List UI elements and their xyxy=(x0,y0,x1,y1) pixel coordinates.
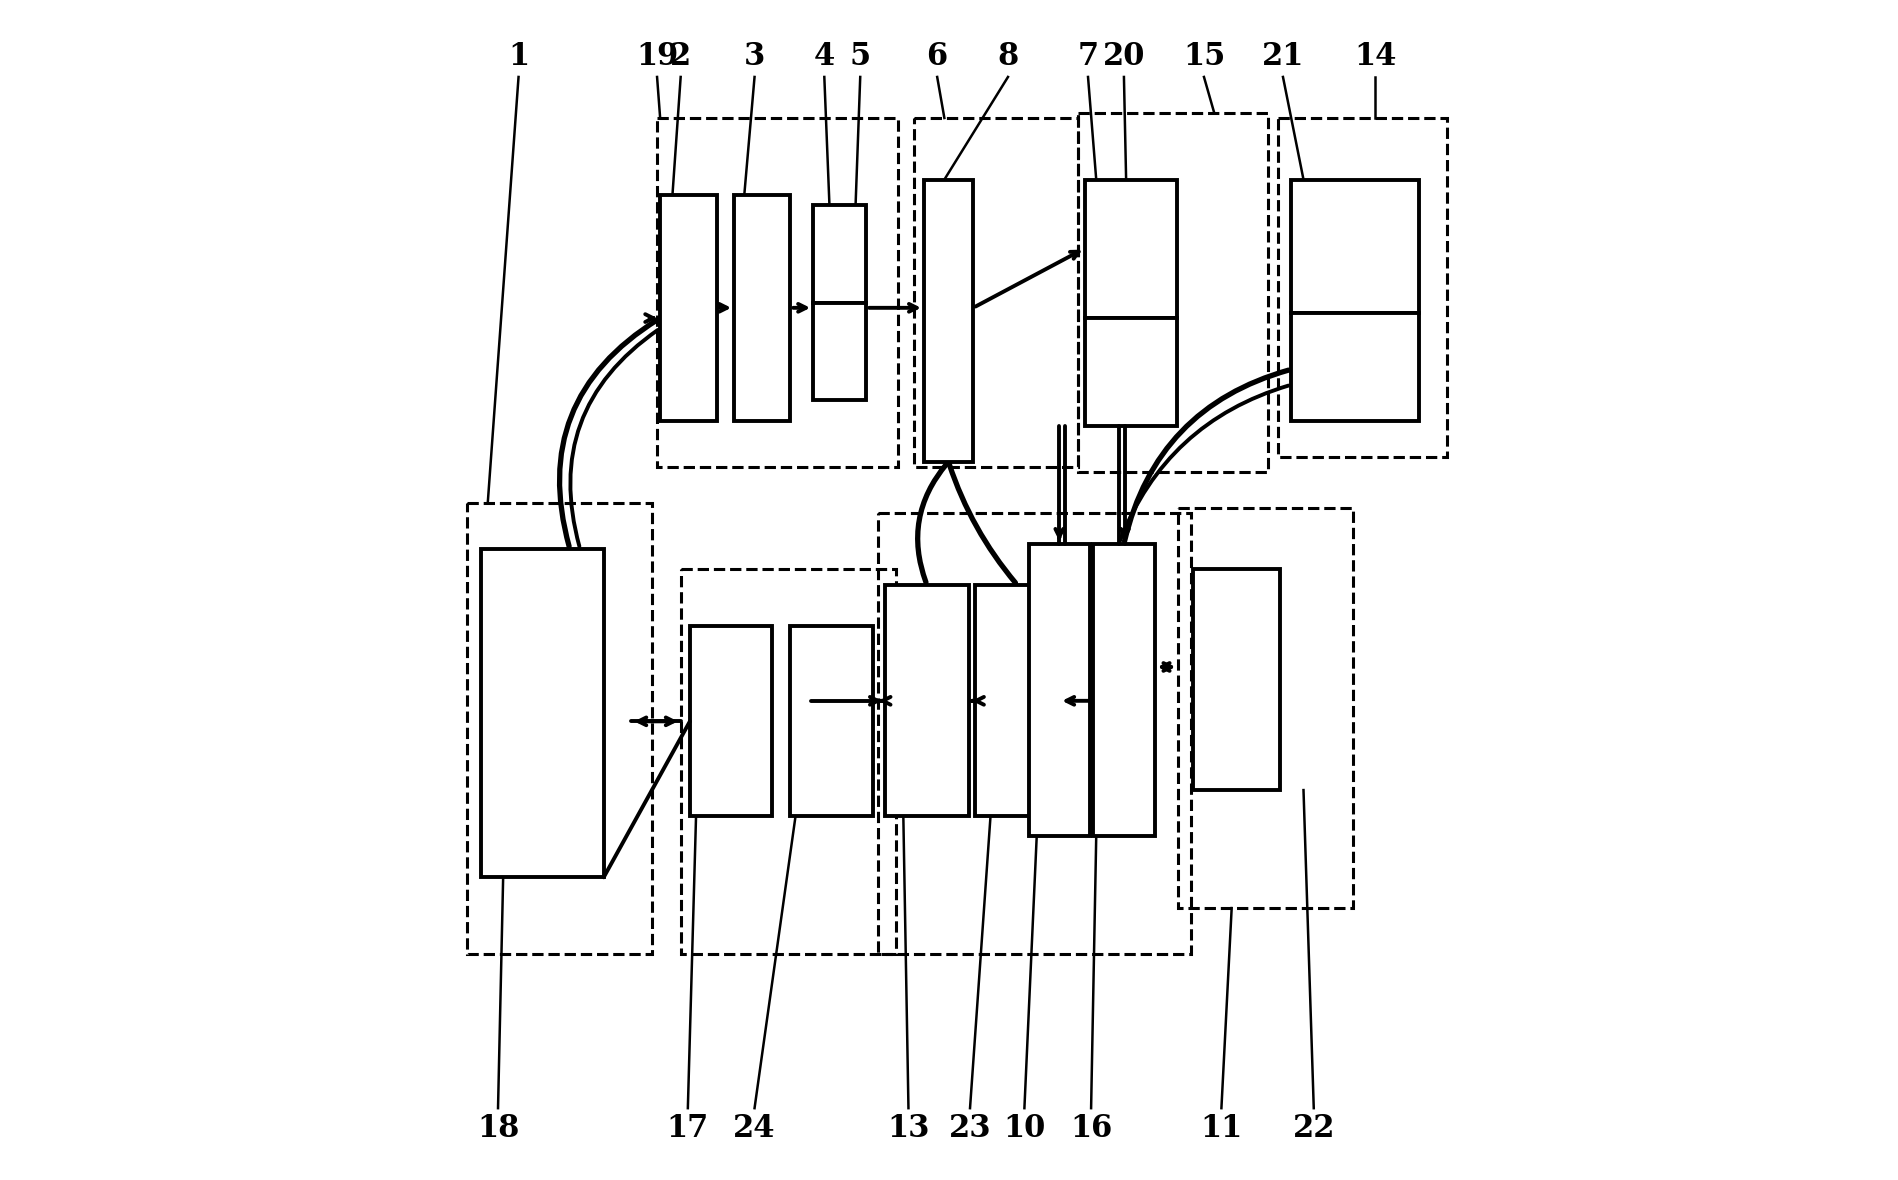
Text: 20: 20 xyxy=(1103,41,1144,72)
Text: 24: 24 xyxy=(733,1113,776,1145)
Bar xyxy=(1177,507,1351,909)
Text: 10: 10 xyxy=(1002,1113,1046,1145)
Bar xyxy=(689,625,772,815)
Text: 17: 17 xyxy=(666,1113,708,1145)
Text: 6: 6 xyxy=(926,41,947,72)
Text: 7: 7 xyxy=(1076,41,1099,72)
Bar xyxy=(1291,313,1418,421)
Text: 23: 23 xyxy=(949,1113,991,1145)
Bar xyxy=(790,625,871,815)
Bar xyxy=(976,585,1059,815)
Text: 3: 3 xyxy=(744,41,765,72)
Bar xyxy=(467,503,651,955)
Bar xyxy=(735,195,790,421)
Bar xyxy=(922,179,972,461)
Text: 21: 21 xyxy=(1260,41,1304,72)
Bar xyxy=(1192,570,1279,791)
Text: 22: 22 xyxy=(1293,1113,1334,1145)
Text: 1: 1 xyxy=(507,41,530,72)
Bar xyxy=(1291,179,1418,313)
Bar xyxy=(812,303,865,400)
Text: 15: 15 xyxy=(1182,41,1224,72)
Text: 16: 16 xyxy=(1069,1113,1112,1145)
Bar xyxy=(884,585,968,815)
Bar xyxy=(877,513,1190,955)
Text: 14: 14 xyxy=(1353,41,1395,72)
Text: 18: 18 xyxy=(476,1113,518,1145)
Bar xyxy=(1029,544,1089,837)
Bar xyxy=(661,195,716,421)
Bar xyxy=(1084,179,1177,319)
Bar xyxy=(913,118,1078,467)
Text: 19: 19 xyxy=(636,41,678,72)
Bar xyxy=(812,205,865,303)
Text: 11: 11 xyxy=(1200,1113,1241,1145)
Bar xyxy=(1078,113,1268,472)
Text: 8: 8 xyxy=(996,41,1017,72)
Text: 4: 4 xyxy=(812,41,835,72)
Bar xyxy=(480,549,604,877)
Text: 5: 5 xyxy=(848,41,871,72)
Bar xyxy=(679,570,896,955)
Text: 2: 2 xyxy=(670,41,691,72)
Bar xyxy=(1093,544,1154,837)
Bar xyxy=(657,118,898,467)
Text: 13: 13 xyxy=(886,1113,930,1145)
Bar xyxy=(1277,118,1446,457)
Bar xyxy=(1084,319,1177,426)
